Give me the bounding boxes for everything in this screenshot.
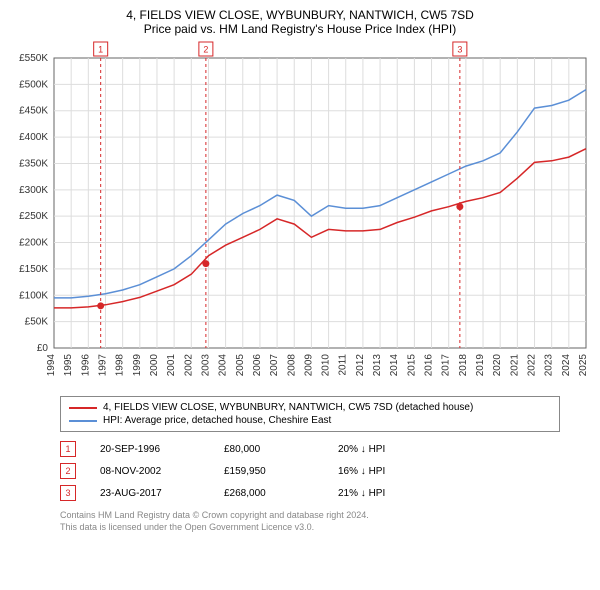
svg-text:£250K: £250K [19, 211, 48, 222]
svg-text:£300K: £300K [19, 185, 48, 196]
table-row: 2 08-NOV-2002 £159,950 16% ↓ HPI [60, 460, 560, 482]
legend-label: 4, FIELDS VIEW CLOSE, WYBUNBURY, NANTWIC… [103, 402, 473, 413]
svg-text:£500K: £500K [19, 79, 48, 90]
sale-marker-box: 3 [60, 485, 76, 501]
sale-delta: 20% ↓ HPI [338, 444, 428, 455]
svg-text:2005: 2005 [235, 354, 246, 377]
sale-marker-box: 1 [60, 441, 76, 457]
footer-line: This data is licensed under the Open Gov… [60, 522, 560, 534]
svg-text:2008: 2008 [286, 354, 297, 377]
svg-text:£0: £0 [37, 343, 49, 354]
svg-text:2024: 2024 [561, 354, 572, 377]
table-row: 1 20-SEP-1996 £80,000 20% ↓ HPI [60, 438, 560, 460]
chart-container: 4, FIELDS VIEW CLOSE, WYBUNBURY, NANTWIC… [0, 0, 600, 590]
svg-text:2022: 2022 [527, 354, 538, 377]
legend-swatch [69, 407, 97, 409]
svg-text:2014: 2014 [389, 354, 400, 377]
chart-title-line1: 4, FIELDS VIEW CLOSE, WYBUNBURY, NANTWIC… [0, 8, 600, 22]
svg-text:3: 3 [457, 45, 462, 55]
chart-svg: £0 £50K £100K £150K £200K £250K £300K £350K £400… [0, 40, 600, 392]
svg-text:2016: 2016 [424, 354, 435, 377]
sale-delta: 16% ↓ HPI [338, 466, 428, 477]
chart-plot: £0 £50K £100K £150K £200K £250K £300K £350K £400… [0, 40, 600, 392]
svg-text:1: 1 [98, 45, 103, 55]
svg-text:£450K: £450K [19, 106, 48, 117]
table-row: 3 23-AUG-2017 £268,000 21% ↓ HPI [60, 482, 560, 504]
svg-text:2021: 2021 [509, 354, 520, 377]
svg-text:2013: 2013 [372, 354, 383, 377]
svg-text:2018: 2018 [458, 354, 469, 377]
svg-text:£550K: £550K [19, 53, 48, 64]
svg-text:2017: 2017 [441, 354, 452, 377]
sale-delta: 21% ↓ HPI [338, 488, 428, 499]
svg-text:2019: 2019 [475, 354, 486, 377]
sale-price: £159,950 [224, 466, 314, 477]
svg-text:1994: 1994 [46, 354, 57, 377]
svg-text:2010: 2010 [321, 354, 332, 377]
legend-label: HPI: Average price, detached house, Ches… [103, 415, 331, 426]
svg-text:£400K: £400K [19, 132, 48, 143]
legend-swatch [69, 420, 97, 422]
footer-line: Contains HM Land Registry data © Crown c… [60, 510, 560, 522]
svg-text:£50K: £50K [25, 317, 49, 328]
sale-marker-box: 2 [60, 463, 76, 479]
sale-date: 20-SEP-1996 [100, 444, 200, 455]
svg-text:2003: 2003 [200, 354, 211, 377]
svg-text:2002: 2002 [183, 354, 194, 377]
svg-text:2: 2 [203, 45, 208, 55]
svg-text:2004: 2004 [218, 354, 229, 377]
svg-text:1998: 1998 [115, 354, 126, 377]
svg-text:2020: 2020 [492, 354, 503, 377]
svg-text:2001: 2001 [166, 354, 177, 377]
svg-text:1995: 1995 [63, 354, 74, 377]
svg-text:2006: 2006 [252, 354, 263, 377]
svg-text:2000: 2000 [149, 354, 160, 377]
sales-table: 1 20-SEP-1996 £80,000 20% ↓ HPI 2 08-NOV… [60, 438, 560, 504]
svg-text:2015: 2015 [406, 354, 417, 377]
svg-text:2009: 2009 [303, 354, 314, 377]
svg-text:2025: 2025 [578, 354, 589, 377]
svg-text:£350K: £350K [19, 158, 48, 169]
svg-text:1999: 1999 [132, 354, 143, 377]
legend-item: 4, FIELDS VIEW CLOSE, WYBUNBURY, NANTWIC… [69, 401, 551, 414]
footer: Contains HM Land Registry data © Crown c… [60, 510, 560, 533]
svg-text:£200K: £200K [19, 238, 48, 249]
sale-price: £80,000 [224, 444, 314, 455]
sale-price: £268,000 [224, 488, 314, 499]
legend-item: HPI: Average price, detached house, Ches… [69, 414, 551, 427]
svg-text:£150K: £150K [19, 264, 48, 275]
svg-text:2012: 2012 [355, 354, 366, 377]
sale-date: 23-AUG-2017 [100, 488, 200, 499]
sale-marker-number: 3 [65, 488, 70, 498]
svg-text:2011: 2011 [338, 354, 349, 376]
sale-marker-number: 1 [65, 444, 70, 454]
svg-text:2007: 2007 [269, 354, 280, 377]
svg-text:2023: 2023 [544, 354, 555, 377]
svg-text:1996: 1996 [80, 354, 91, 377]
sale-marker-number: 2 [65, 466, 70, 476]
sale-date: 08-NOV-2002 [100, 466, 200, 477]
chart-title-line2: Price paid vs. HM Land Registry's House … [0, 22, 600, 36]
legend: 4, FIELDS VIEW CLOSE, WYBUNBURY, NANTWIC… [60, 396, 560, 432]
svg-text:1997: 1997 [97, 354, 108, 377]
svg-text:£100K: £100K [19, 290, 48, 301]
